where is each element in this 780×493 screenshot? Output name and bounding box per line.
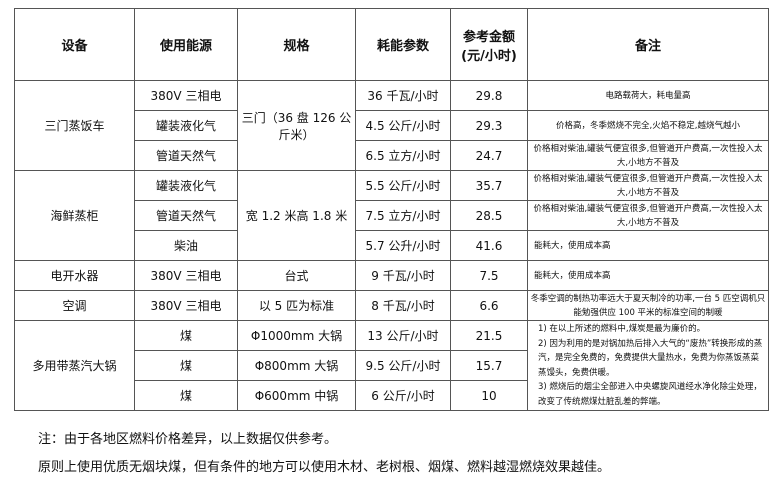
param-cell: 9.5 公斤/小时 — [355, 350, 451, 381]
price-cell: 10 — [450, 380, 528, 411]
price-cell: 29.8 — [450, 80, 528, 111]
spec-cell: Φ800mm 大锅 — [237, 350, 356, 381]
note-cell: 价格相对柴油,罐装气便宜很多,但管道开户费高,一次性投入太大,小地方不普及 — [527, 140, 769, 171]
energy-cell: 380V 三相电 — [134, 80, 238, 111]
note-cell: 价格高，冬季燃烧不完全,火焰不稳定,越烧气越小 — [527, 110, 769, 141]
table-row: 罐装液化气 4.5 公斤/小时 29.3 价格高，冬季燃烧不完全,火焰不稳定,越烧气越… — [15, 110, 769, 141]
note-cell: 1) 在以上所述的燃料中,煤炭是最为廉价的。 2) 因为利用的是对锅加热后排入大气… — [527, 320, 769, 411]
header-energy: 使用能源 — [134, 8, 238, 81]
energy-cell: 380V 三相电 — [134, 290, 238, 321]
price-cell: 41.6 — [450, 230, 528, 261]
spec-cell: 宽 1.2 米高 1.8 米 — [237, 170, 356, 261]
spec-cell: 台式 — [237, 260, 356, 291]
footnote-1: 注：由于各地区燃料价格差异，以上数据仅供参考。 — [38, 432, 338, 447]
param-cell: 6 公斤/小时 — [355, 380, 451, 411]
param-cell: 4.5 公斤/小时 — [355, 110, 451, 141]
price-cell: 6.6 — [450, 290, 528, 321]
price-cell: 15.7 — [450, 350, 528, 381]
param-cell: 9 千瓦/小时 — [355, 260, 451, 291]
param-cell: 6.5 立方/小时 — [355, 140, 451, 171]
price-cell: 24.7 — [450, 140, 528, 171]
energy-cell: 煤 — [134, 380, 238, 411]
header-price: 参考金额 (元/小时) — [450, 8, 528, 81]
table-row: 多用带蒸汽大锅煤 Φ1000mm 大锅 13 公斤/小时 21.5 1) 在以上所述的燃… — [14, 320, 769, 411]
energy-cell: 罐装液化气 — [134, 110, 238, 141]
header-row: 设备 使用能源 规格 耗能参数 参考金额 (元/小时) 备注 — [14, 8, 769, 81]
spec-cell: Φ600mm 中锅 — [237, 380, 356, 411]
device-cell: 多用带蒸汽大锅 — [14, 320, 135, 411]
note-cell: 价格相对柴油,罐装气便宜很多,但管道开户费高,一次性投入太大,小地方不普及 — [527, 200, 769, 231]
device-cell: 海鲜蒸柜 — [14, 170, 135, 261]
table-row: 管道天然气 6.5 立方/小时 24.7 价格相对柴油,罐装气便宜很多,但管道开户费高… — [15, 140, 769, 171]
energy-comparison-table: 设备 使用能源 规格 耗能参数 参考金额 (元/小时) 备注 三门蒸饭车 380V … — [14, 8, 769, 411]
energy-cell: 煤 — [134, 320, 238, 351]
device-cell: 电开水器 — [14, 260, 135, 291]
note-item: 2) 因为利用的是对锅加热后排入大气的“废热”转换形成的蒸汽，是完全免费的，免费… — [538, 338, 763, 378]
energy-cell: 罐装液化气 — [134, 170, 238, 201]
param-cell: 13 公斤/小时 — [355, 320, 451, 351]
param-cell: 36 千瓦/小时 — [355, 80, 451, 111]
param-cell: 7.5 立方/小时 — [355, 200, 451, 231]
param-cell: 5.7 公升/小时 — [355, 230, 451, 261]
price-cell: 29.3 — [450, 110, 528, 141]
header-spec: 规格 — [237, 8, 356, 81]
price-cell: 21.5 — [450, 320, 528, 351]
price-cell: 28.5 — [450, 200, 528, 231]
table-row: 海鲜蒸柜 罐装液化气宽 1.2 米高 1.8 米 5.5 公斤/小时 35.7 价格相对… — [14, 170, 769, 261]
note-item: 1) 在以上所述的燃料中,煤炭是最为廉价的。 — [538, 324, 706, 334]
footnote-2: 原则上使用优质无烟块煤，但有条件的地方可以使用木材、老树根、烟煤、燃料越湿燃烧效… — [38, 460, 611, 475]
energy-cell: 管道天然气 — [134, 140, 238, 171]
note-cell: 电路载荷大，耗电量高 — [527, 80, 769, 111]
note-cell: 价格相对柴油,罐装气便宜很多,但管道开户费高,一次性投入太大,小地方不普及 — [527, 170, 769, 201]
note-cell: 能耗大，使用成本高 — [527, 230, 769, 261]
table-row: 管道天然气 7.5 立方/小时 28.5 价格相对柴油,罐装气便宜很多,但管道开户费高… — [15, 200, 769, 231]
table-row: 三门蒸饭车 380V 三相电 三门（36 盘 126 公斤米） 36 千瓦/小时 29.… — [14, 80, 769, 171]
spec-cell: Φ1000mm 大锅 — [237, 320, 356, 351]
note-cell: 能耗大，使用成本高 — [527, 260, 769, 291]
table-row: 煤 Φ600mm 中锅 6 公斤/小时 10 — [15, 380, 769, 411]
note-cell: 冬季空调的制热功率远大于夏天制冷的功率,一台 5 匹空调机只能勉强供应 100 … — [527, 290, 769, 321]
param-cell: 5.5 公斤/小时 — [355, 170, 451, 201]
price-cell: 35.7 — [450, 170, 528, 201]
energy-cell: 管道天然气 — [134, 200, 238, 231]
energy-cell: 煤 — [134, 350, 238, 381]
device-cell: 空调 — [14, 290, 135, 321]
table-row: 煤 Φ800mm 大锅 9.5 公斤/小时 15.7 — [15, 350, 769, 381]
spec-cell: 以 5 匹为标准 — [237, 290, 356, 321]
header-param: 耗能参数 — [355, 8, 451, 81]
table-row: 空调 380V 三相电以 5 匹为标准 8 千瓦/小时 6.6 冬季空调的制热功率远大于… — [14, 290, 769, 321]
price-cell: 7.5 — [450, 260, 528, 291]
header-device: 设备 — [14, 8, 135, 81]
table-row: 电开水器 380V 三相电 台式 9 千瓦/小时 7.5 能耗大，使用成本高 — [14, 260, 769, 291]
device-cell: 三门蒸饭车 — [14, 80, 135, 171]
note-item: 3) 燃烧后的烟尘全部进入中央螺旋风道经水净化除尘处理，改变了传统燃煤灶脏乱差的… — [538, 382, 762, 407]
spec-cell: 三门（36 盘 126 公斤米） — [237, 80, 356, 171]
header-note: 备注 — [527, 8, 769, 81]
energy-cell: 柴油 — [134, 230, 238, 261]
energy-cell: 380V 三相电 — [134, 260, 238, 291]
param-cell: 8 千瓦/小时 — [355, 290, 451, 321]
